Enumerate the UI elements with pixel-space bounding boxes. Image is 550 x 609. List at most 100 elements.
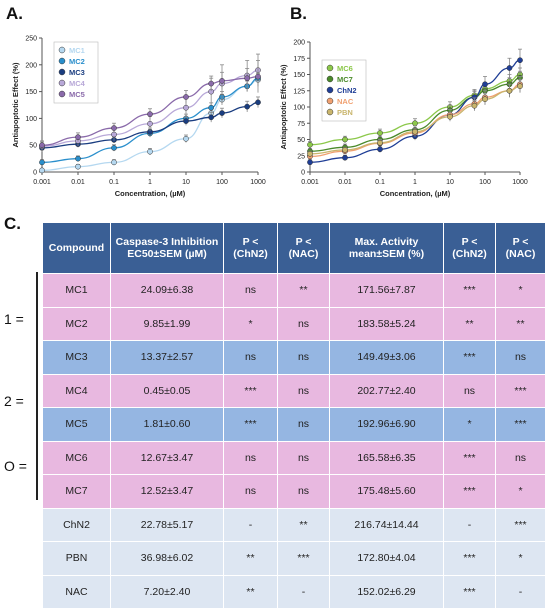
y-tick-label: 100 (293, 105, 305, 112)
cell-p-chn2: ** (223, 574, 278, 609)
cell-p-chn2-max: *** (443, 440, 496, 475)
legend-label: NAC (337, 97, 354, 106)
data-point (447, 113, 453, 120)
cell-p-chn2-max: *** (443, 541, 496, 576)
cell-compound: MC4 (42, 373, 111, 408)
data-point (208, 80, 215, 87)
header-compound: Compound (42, 222, 111, 274)
y-axis-label: Antiapoptotic Effect (%) (279, 64, 288, 149)
cell-max-activity: 165.58±6.35 (329, 440, 444, 475)
table-row: MC2 9.85±1.99 * ns 183.58±5.24 ** ** (42, 306, 546, 341)
cell-p-chn2: ns (223, 474, 278, 509)
group-bar-2 (36, 370, 38, 435)
table-row: MC1 24.09±6.38 ns ** 171.56±7.87 *** * (42, 273, 546, 308)
data-point (307, 141, 313, 148)
cell-p-chn2: * (223, 306, 278, 341)
legend-marker (58, 90, 66, 98)
data-point (412, 120, 418, 127)
cell-p-chn2-max: *** (443, 574, 496, 609)
legend-marker (326, 75, 334, 83)
legend-marker (58, 57, 66, 65)
legend-label: MC4 (69, 79, 86, 88)
y-tick-label: 250 (25, 36, 37, 43)
cell-compound: MC6 (42, 440, 111, 475)
x-tick-label: 100 (479, 179, 491, 186)
cell-p-nac-max: ns (495, 340, 546, 375)
x-tick-label: 1000 (512, 179, 528, 186)
cell-ec50: 12.67±3.47 (110, 440, 224, 475)
legend-marker (58, 68, 66, 76)
cell-p-chn2: *** (223, 407, 278, 442)
cell-p-chn2-max: ** (443, 306, 496, 341)
cell-p-nac-max: * (495, 273, 546, 308)
legend-marker (58, 79, 66, 87)
series-pbn (307, 79, 523, 157)
data-point (147, 111, 153, 117)
cell-p-nac-max: *** (495, 407, 546, 442)
cell-p-chn2-max: * (443, 407, 496, 442)
group-bar-1 (36, 272, 38, 370)
cell-max-activity: 152.02±6.29 (329, 574, 444, 609)
x-axis-label: Concentration, (µM) (380, 189, 451, 198)
chart-b: 0 25 50 75 100 125 150 175 200 0.001 0.01 0.1 1 10 100… (279, 40, 528, 199)
legend-label: MC1 (69, 46, 85, 55)
legend-marker (326, 108, 334, 116)
table-row: MC5 1.81±0.60 *** ns 192.96±6.90 * *** (42, 407, 546, 442)
legend-label: MC7 (337, 75, 353, 84)
data-point (183, 135, 189, 142)
cell-compound: MC3 (42, 340, 111, 375)
data-point (39, 159, 45, 166)
series-mc5 (39, 60, 261, 149)
cell-compound: PBN (42, 541, 111, 576)
data-point (208, 114, 215, 121)
cell-max-activity: 216.74±14.44 (329, 507, 444, 542)
legend-label: PBN (337, 108, 353, 117)
x-tick-label: 1000 (250, 179, 266, 186)
cell-p-nac-max: ns (495, 440, 546, 475)
table-row: MC3 13.37±2.57 ns ns 149.49±3.06 *** ns (42, 340, 546, 375)
cell-ec50: 9.85±1.99 (110, 306, 224, 341)
cell-p-chn2-max: ns (443, 373, 496, 408)
cell-max-activity: 192.96±6.90 (329, 407, 444, 442)
y-tick-label: 0 (33, 170, 37, 177)
cell-ec50: 12.52±3.47 (110, 474, 224, 509)
group-label-1: 1 = (4, 311, 24, 327)
data-point (255, 73, 261, 80)
cell-p-nac: ns (277, 306, 330, 341)
legend-label: MC5 (69, 90, 85, 99)
data-point (111, 145, 117, 151)
cell-p-nac: *** (277, 541, 330, 576)
legend-marker (326, 97, 334, 105)
cell-p-nac-max: ** (495, 306, 546, 341)
header-p-chn2-max: P < (ChN2) (443, 222, 496, 274)
data-point (412, 128, 418, 135)
cell-compound: NAC (42, 574, 111, 609)
x-tick-label: 0.1 (375, 179, 385, 186)
cell-compound: MC7 (42, 474, 111, 509)
cell-p-chn2: ns (223, 440, 278, 475)
cell-max-activity: 183.58±5.24 (329, 306, 444, 341)
table-header-row: Compound Caspase-3 Inhibition EC50±SEM (… (42, 222, 546, 274)
x-tick-label: 1 (413, 179, 417, 186)
y-tick-label: 175 (293, 56, 305, 63)
data-point (183, 94, 189, 100)
y-tick-label: 150 (293, 72, 305, 79)
data-point (307, 159, 313, 166)
cell-compound: ChN2 (42, 507, 111, 542)
cell-p-chn2-max: *** (443, 273, 496, 308)
y-tick-label: 25 (297, 153, 305, 160)
legend-marker (58, 46, 66, 54)
y-tick-label: 100 (25, 116, 37, 123)
panel-label-a: A. (6, 4, 23, 23)
header-p-nac-max: P < (NAC) (495, 222, 546, 274)
panel-label-c: C. (4, 214, 21, 233)
cell-max-activity: 149.49±3.06 (329, 340, 444, 375)
data-point (377, 130, 383, 136)
table-row: MC6 12.67±3.47 ns ns 165.58±6.35 *** ns (42, 440, 546, 475)
y-tick-label: 50 (29, 143, 37, 150)
cell-max-activity: 171.56±7.87 (329, 273, 444, 308)
cell-p-nac: ns (277, 407, 330, 442)
legend-label: MC2 (69, 57, 85, 66)
x-tick-label: 10 (446, 179, 454, 186)
header-p-chn2: P < (ChN2) (223, 222, 278, 274)
